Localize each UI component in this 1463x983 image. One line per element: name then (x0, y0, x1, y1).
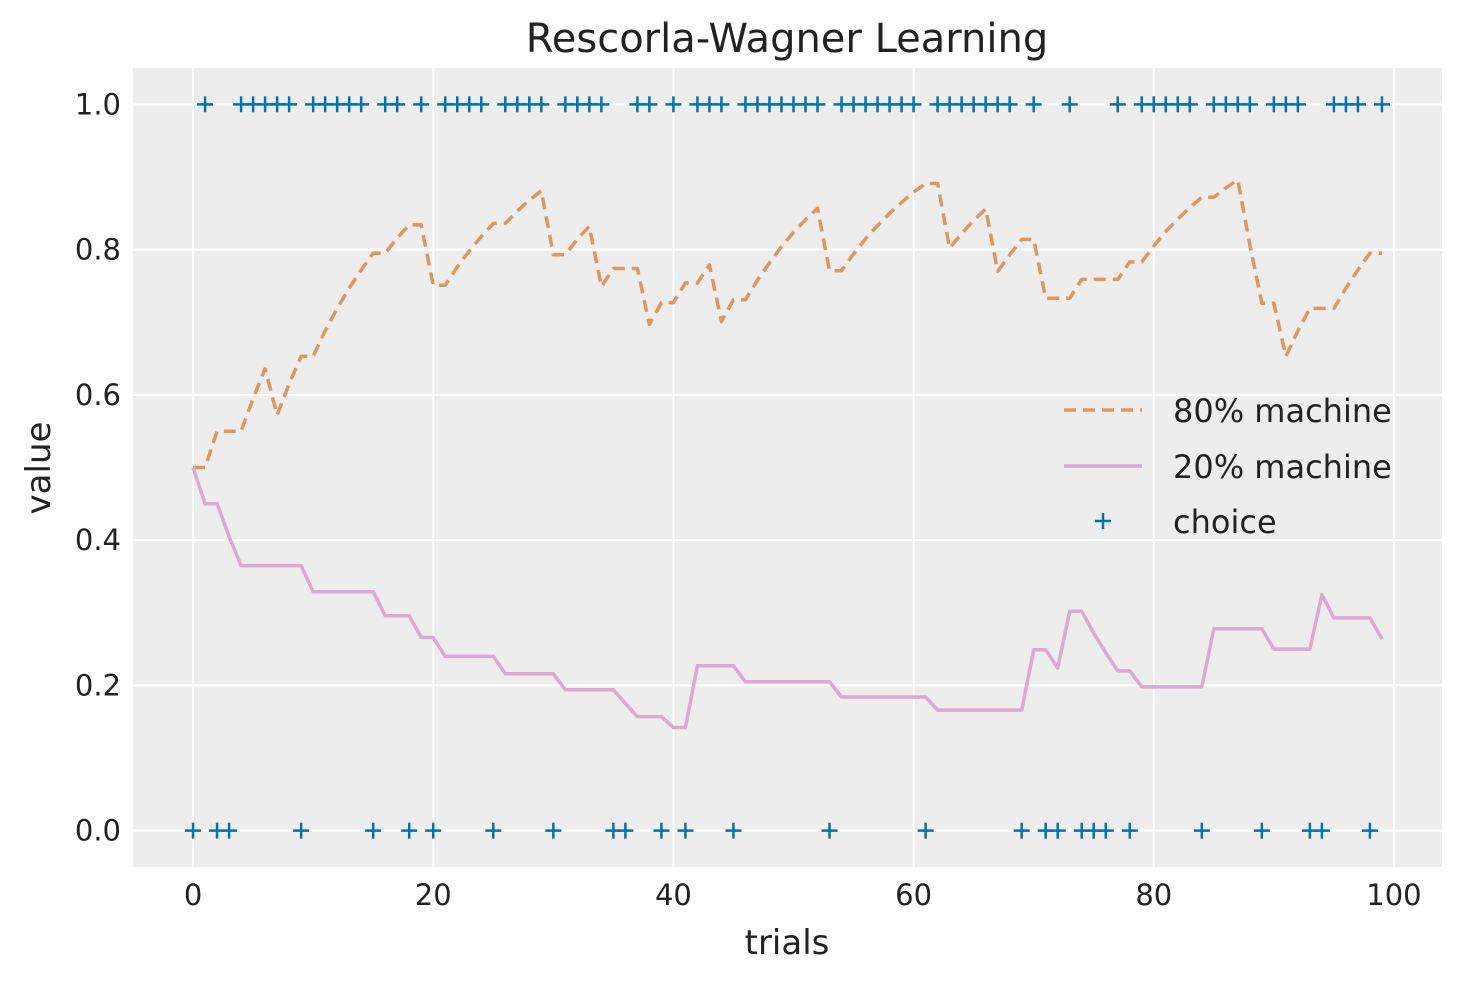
y-tick-label-3: 0.6 (75, 378, 121, 412)
legend: 80% machine 20% machine choice (1064, 392, 1392, 541)
x-tick-label-2: 40 (655, 878, 692, 912)
y-tick-label-5: 1.0 (75, 87, 121, 121)
choice-marker-24 (473, 96, 490, 113)
series-line-20-machine (191, 466, 1384, 730)
choice-marker-97 (1349, 96, 1366, 113)
choice-marker-19 (413, 96, 430, 113)
choice-marker-68 (1001, 96, 1018, 113)
choice-marker-83 (1181, 96, 1198, 113)
choice-marker-77 (1109, 96, 1126, 113)
x-tick-label-4: 80 (1135, 878, 1172, 912)
choice-marker-17 (389, 96, 406, 113)
choice-marker-30 (545, 822, 562, 839)
choice-marker-0 (185, 822, 202, 839)
choice-marker-61 (917, 822, 934, 839)
grid (133, 68, 1442, 867)
legend-swatch-choice (1095, 513, 1111, 529)
choice-marker-40 (665, 96, 682, 113)
chart-title: Rescorla-Wagner Learning (526, 16, 1048, 62)
choice-marker-44 (713, 96, 730, 113)
choice-marker-72 (1049, 822, 1066, 839)
choice-marker-69 (1013, 822, 1030, 839)
choice-marker-89 (1253, 822, 1270, 839)
legend-label-choice: choice (1173, 503, 1277, 541)
choice-marker-1 (197, 96, 214, 113)
choice-marker-8 (281, 96, 298, 113)
choice-marker-76 (1097, 822, 1114, 839)
choice-marker-39 (653, 822, 670, 839)
legend-choice-marker (1095, 513, 1111, 529)
series-20-group (191, 466, 1384, 730)
choice-marker-53 (821, 822, 838, 839)
x-axis-label: trials (745, 923, 830, 963)
y-tick-label-2: 0.4 (75, 523, 121, 557)
choice-marker-38 (641, 96, 658, 113)
x-tick-label-1: 20 (415, 878, 452, 912)
choice-marker-9 (293, 822, 310, 839)
choice-marker-15 (365, 822, 382, 839)
choice-marker-88 (1241, 96, 1258, 113)
choice-marker-29 (533, 96, 550, 113)
y-tick-labels: 0.0 0.2 0.4 0.6 0.8 1.0 (75, 87, 121, 847)
choice-marker-60 (905, 96, 922, 113)
plot-background (133, 68, 1442, 867)
choice-marker-41 (677, 822, 694, 839)
choice-marker-73 (1061, 96, 1078, 113)
legend-label-20: 20% machine (1173, 448, 1392, 486)
choice-marker-52 (809, 96, 826, 113)
choice-marker-14 (353, 96, 370, 113)
x-tick-label-5: 100 (1366, 878, 1421, 912)
choice-marker-18 (401, 822, 418, 839)
choice-marker-45 (725, 822, 742, 839)
choice-marker-78 (1121, 822, 1138, 839)
legend-label-80: 80% machine (1173, 392, 1392, 430)
choice-marker-34 (593, 96, 610, 113)
series-80-group (193, 178, 1382, 470)
x-tick-label-0: 0 (184, 878, 202, 912)
x-tick-label-3: 60 (895, 878, 932, 912)
choice-marker-20 (425, 822, 442, 839)
y-tick-label-0: 0.0 (75, 814, 121, 848)
choice-marker-70 (1025, 96, 1042, 113)
choice-markers (185, 96, 1390, 839)
y-tick-label-1: 0.2 (75, 668, 121, 702)
choice-marker-98 (1361, 822, 1378, 839)
series-line-80-machine (193, 178, 1382, 470)
x-tick-labels: 0 20 40 60 80 100 (184, 878, 1422, 912)
choice-marker-92 (1289, 96, 1306, 113)
choice-marker-99 (1373, 96, 1390, 113)
choice-marker-36 (617, 822, 634, 839)
choice-marker-94 (1313, 822, 1330, 839)
choice-marker-25 (485, 822, 502, 839)
choice-marker-84 (1193, 822, 1210, 839)
y-tick-label-4: 0.8 (75, 233, 121, 267)
y-axis-label: value (19, 422, 59, 515)
choice-marker-3 (221, 822, 238, 839)
